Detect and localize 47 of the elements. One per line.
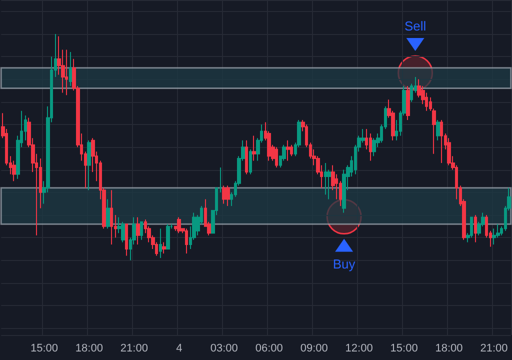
candlestick — [252, 135, 256, 162]
candlestick — [106, 198, 110, 230]
candlestick — [492, 228, 496, 245]
candlestick — [245, 140, 248, 175]
candlestick — [159, 228, 162, 259]
candlestick — [324, 162, 327, 196]
candlestick — [65, 49, 68, 96]
x-tick-label: 15:00 — [390, 342, 418, 354]
x-tick-label: 21:00 — [120, 342, 148, 354]
candlestick — [470, 216, 473, 238]
candlestick — [69, 52, 72, 87]
candlestick — [290, 144, 293, 157]
candlestick — [474, 214, 477, 243]
candlestick — [369, 133, 372, 162]
x-tick-label: 18:00 — [435, 342, 463, 354]
candlestick — [87, 140, 91, 191]
x-tick-label: 09:00 — [300, 342, 328, 354]
candlestick — [440, 119, 443, 164]
x-tick-label: 18:00 — [75, 342, 103, 354]
text: Sell — [404, 18, 426, 34]
candlestick — [166, 224, 170, 250]
candlestick — [447, 138, 451, 166]
x-tick-label: 15:00 — [30, 342, 58, 354]
x-tick-label: 12:00 — [345, 342, 373, 354]
x-tick-label: 21:00 — [480, 342, 508, 354]
candlestick — [222, 185, 226, 204]
candlestick — [275, 146, 278, 168]
x-tick-label: 03:00 — [210, 342, 238, 354]
candlestick — [121, 221, 125, 243]
candlestick — [185, 228, 188, 254]
candlestick — [372, 138, 376, 157]
candlestick — [249, 148, 252, 175]
candlestick — [136, 216, 140, 245]
candlestick — [162, 242, 166, 254]
candlestick — [12, 160, 16, 182]
candlestick — [406, 86, 410, 120]
candlestick — [436, 119, 440, 141]
candlestick — [177, 216, 181, 234]
candlestick — [110, 190, 113, 245]
candlestick — [125, 224, 128, 256]
candlestick — [286, 140, 290, 162]
candlestick — [226, 185, 230, 206]
candlestick — [342, 169, 346, 214]
x-tick-label: 06:00 — [255, 342, 283, 354]
candlestick — [140, 221, 143, 240]
annotation: Buy — [332, 256, 356, 272]
x-tick-label: 4 — [176, 342, 182, 354]
